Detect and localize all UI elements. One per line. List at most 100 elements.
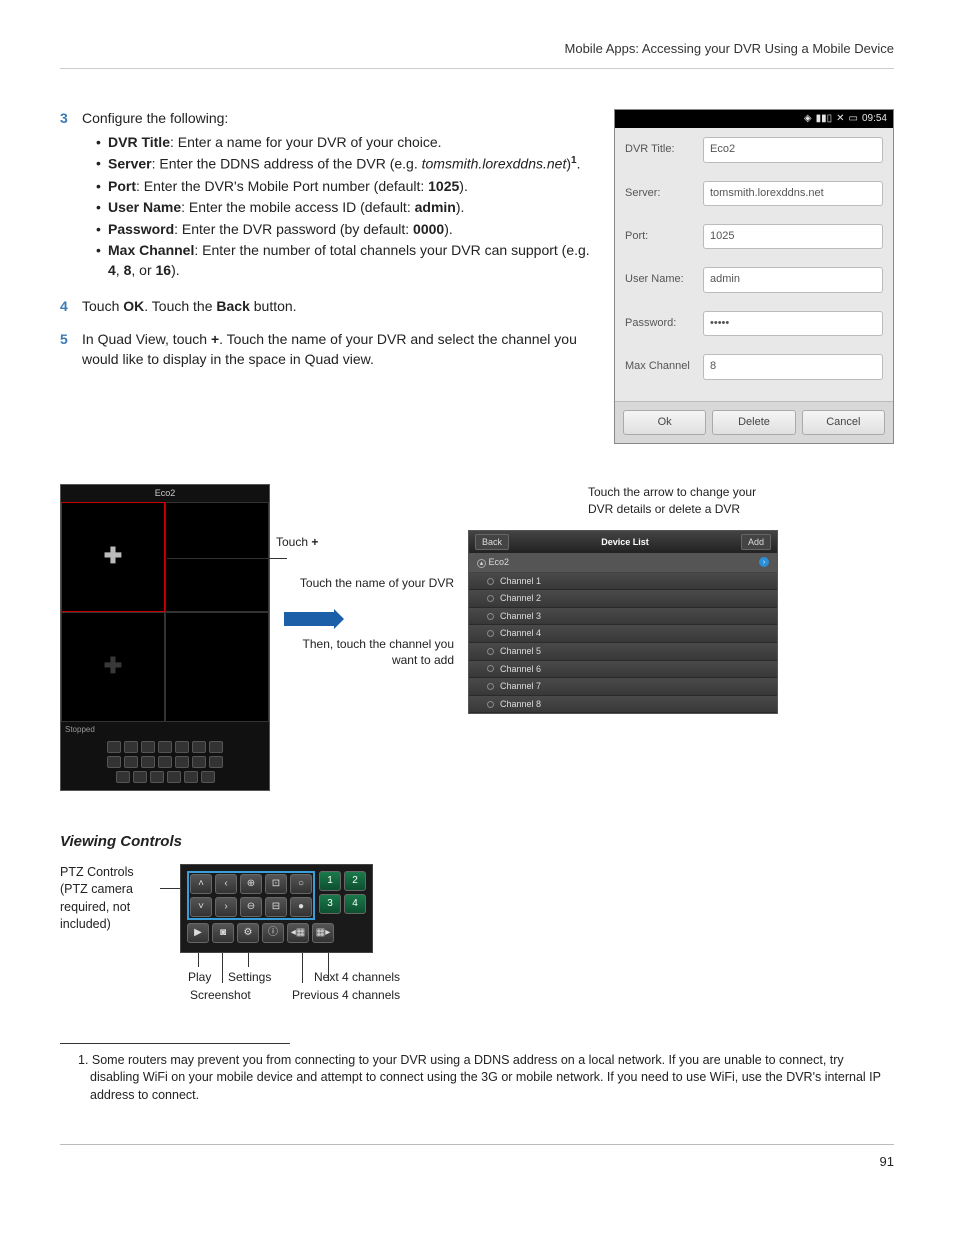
channel-row[interactable]: Channel 3 xyxy=(469,608,777,626)
quad-cell-4[interactable] xyxy=(165,612,269,722)
phone-config-screenshot: ◈ ▮▮▯ ✕ ▭ 09:54 DVR Title: Eco2 Server: … xyxy=(614,109,894,444)
field-input-maxchannel[interactable]: 8 xyxy=(703,354,883,379)
focus-icon[interactable]: ⊡ xyxy=(265,874,287,894)
radio-icon[interactable] xyxy=(487,578,494,585)
settings-icon[interactable]: ⚙ xyxy=(237,923,259,943)
step-number-3: 3 xyxy=(60,109,82,282)
viewing-controls-panel: ˄ ‹ ⊕ ⊡ ○ ˅ › ⊖ ⊟ ● xyxy=(180,864,373,953)
channel-row[interactable]: Channel 1 xyxy=(469,573,777,591)
delete-button[interactable]: Delete xyxy=(712,410,795,435)
step-3-intro: Configure the following: xyxy=(82,110,228,126)
bullet-port: Port: Enter the DVR's Mobile Port number… xyxy=(96,177,594,197)
channel-label: Channel 5 xyxy=(500,645,541,658)
channel-label: Channel 3 xyxy=(500,610,541,623)
channel-row[interactable]: Channel 8 xyxy=(469,696,777,714)
viewing-controls-heading: Viewing Controls xyxy=(60,831,894,852)
radio-icon[interactable] xyxy=(487,683,494,690)
add-button[interactable]: Add xyxy=(741,534,771,551)
label-play: Play xyxy=(188,969,211,986)
bullet-maxchannel: Max Channel: Enter the number of total c… xyxy=(96,241,594,280)
channel-row[interactable]: Channel 6 xyxy=(469,661,777,679)
radio-icon[interactable] xyxy=(487,630,494,637)
screenshot-icon[interactable]: ◙ xyxy=(212,923,234,943)
ptz-label: PTZ Controls (PTZ camera required, not i… xyxy=(60,864,160,934)
device-list-screenshot: Back Device List Add ▴ Eco2 › Channel 1C… xyxy=(468,530,778,715)
blue-arrow-icon xyxy=(284,612,334,626)
radio-icon[interactable] xyxy=(487,613,494,620)
arrow-icon[interactable]: › xyxy=(759,557,769,567)
callout-then-touch: Then, touch the channel you want to add xyxy=(284,636,454,670)
field-label-dvr-title: DVR Title: xyxy=(625,142,703,157)
play-icon[interactable]: ▶ xyxy=(187,923,209,943)
channel-row[interactable]: Channel 7 xyxy=(469,678,777,696)
channel-label: Channel 7 xyxy=(500,680,541,693)
plus-icon[interactable]: ✚ xyxy=(104,541,122,572)
channel-row[interactable]: Channel 2 xyxy=(469,590,777,608)
quad-cell-1[interactable]: ✚ xyxy=(61,502,165,612)
back-button[interactable]: Back xyxy=(475,534,509,551)
ptz-up-icon[interactable]: ˄ xyxy=(190,874,212,894)
cancel-button[interactable]: Cancel xyxy=(802,410,885,435)
ptz-down-icon[interactable]: ˅ xyxy=(190,897,212,917)
focus-out-icon[interactable]: ⊟ xyxy=(265,897,287,917)
field-input-port[interactable]: 1025 xyxy=(703,224,883,249)
channel-4-button[interactable]: 4 xyxy=(344,894,366,914)
bullet-dvr-title: DVR Title: Enter a name for your DVR of … xyxy=(96,133,594,153)
channel-2-button[interactable]: 2 xyxy=(344,871,366,891)
radio-icon[interactable] xyxy=(487,665,494,672)
field-input-server[interactable]: tomsmith.lorexddns.net xyxy=(703,181,883,206)
channel-row[interactable]: Channel 4 xyxy=(469,625,777,643)
channel-1-button[interactable]: 1 xyxy=(319,871,341,891)
signal-icon: ▮▮▯ xyxy=(816,112,833,126)
device-list-dvr-row[interactable]: ▴ Eco2 › xyxy=(469,553,777,573)
label-settings: Settings xyxy=(228,969,271,986)
zoom-out-icon[interactable]: ⊖ xyxy=(240,897,262,917)
next-channels-icon[interactable]: ▦▸ xyxy=(312,923,334,943)
bullet-password: Password: Enter the DVR password (by def… xyxy=(96,220,594,240)
quad-cell-2[interactable] xyxy=(165,502,269,612)
label-next4: Next 4 channels xyxy=(314,969,400,986)
bullet-server: Server: Enter the DDNS address of the DV… xyxy=(96,154,594,174)
step-5-text: In Quad View, touch +. Touch the name of… xyxy=(82,330,594,369)
field-input-dvr-title[interactable]: Eco2 xyxy=(703,137,883,162)
channel-label: Channel 6 xyxy=(500,663,541,676)
step-4-text: Touch OK. Touch the Back button. xyxy=(82,297,594,317)
quad-controls xyxy=(61,737,269,790)
footnote-text: 1. Some routers may prevent you from con… xyxy=(60,1052,894,1105)
field-label-password: Password: xyxy=(625,316,703,331)
info-icon[interactable]: ⓘ xyxy=(262,923,284,943)
channel-3-button[interactable]: 3 xyxy=(319,894,341,914)
radio-icon[interactable] xyxy=(487,595,494,602)
quad-view-title: Eco2 xyxy=(61,485,269,502)
page-footer-rule xyxy=(60,1144,894,1145)
ptz-left-icon[interactable]: ‹ xyxy=(215,874,237,894)
ptz-controls-box: ˄ ‹ ⊕ ⊡ ○ ˅ › ⊖ ⊟ ● xyxy=(187,871,315,920)
iris-open-icon[interactable]: ○ xyxy=(290,874,312,894)
radio-icon[interactable] xyxy=(487,648,494,655)
zoom-in-icon[interactable]: ⊕ xyxy=(240,874,262,894)
page-number: 91 xyxy=(60,1153,894,1171)
field-label-username: User Name: xyxy=(625,272,703,287)
plus-icon: ✚ xyxy=(104,651,122,682)
quad-cell-3[interactable]: ✚ xyxy=(61,612,165,722)
phone-status-bar: ◈ ▮▮▯ ✕ ▭ 09:54 xyxy=(615,110,893,128)
label-screenshot: Screenshot xyxy=(190,987,251,1004)
battery-icon: ▭ xyxy=(849,112,858,126)
radio-icon[interactable] xyxy=(487,701,494,708)
channel-label: Channel 1 xyxy=(500,575,541,588)
step-number-4: 4 xyxy=(60,297,82,317)
footnote-rule xyxy=(60,1043,290,1044)
ok-button[interactable]: Ok xyxy=(623,410,706,435)
prev-channels-icon[interactable]: ◂▦ xyxy=(287,923,309,943)
callout-arrow-note: Touch the arrow to change your DVR detai… xyxy=(588,484,778,518)
channel-row[interactable]: Channel 5 xyxy=(469,643,777,661)
label-prev4: Previous 4 channels xyxy=(292,987,400,1004)
field-input-password[interactable]: ••••• xyxy=(703,311,883,336)
field-input-username[interactable]: admin xyxy=(703,267,883,292)
channel-label: Channel 8 xyxy=(500,698,541,711)
quad-view-screenshot: Eco2 ✚ ✚ Stopped xyxy=(60,484,270,791)
channel-label: Channel 2 xyxy=(500,592,541,605)
close-icon: ✕ xyxy=(836,112,844,126)
iris-close-icon[interactable]: ● xyxy=(290,897,312,917)
ptz-right-icon[interactable]: › xyxy=(215,897,237,917)
